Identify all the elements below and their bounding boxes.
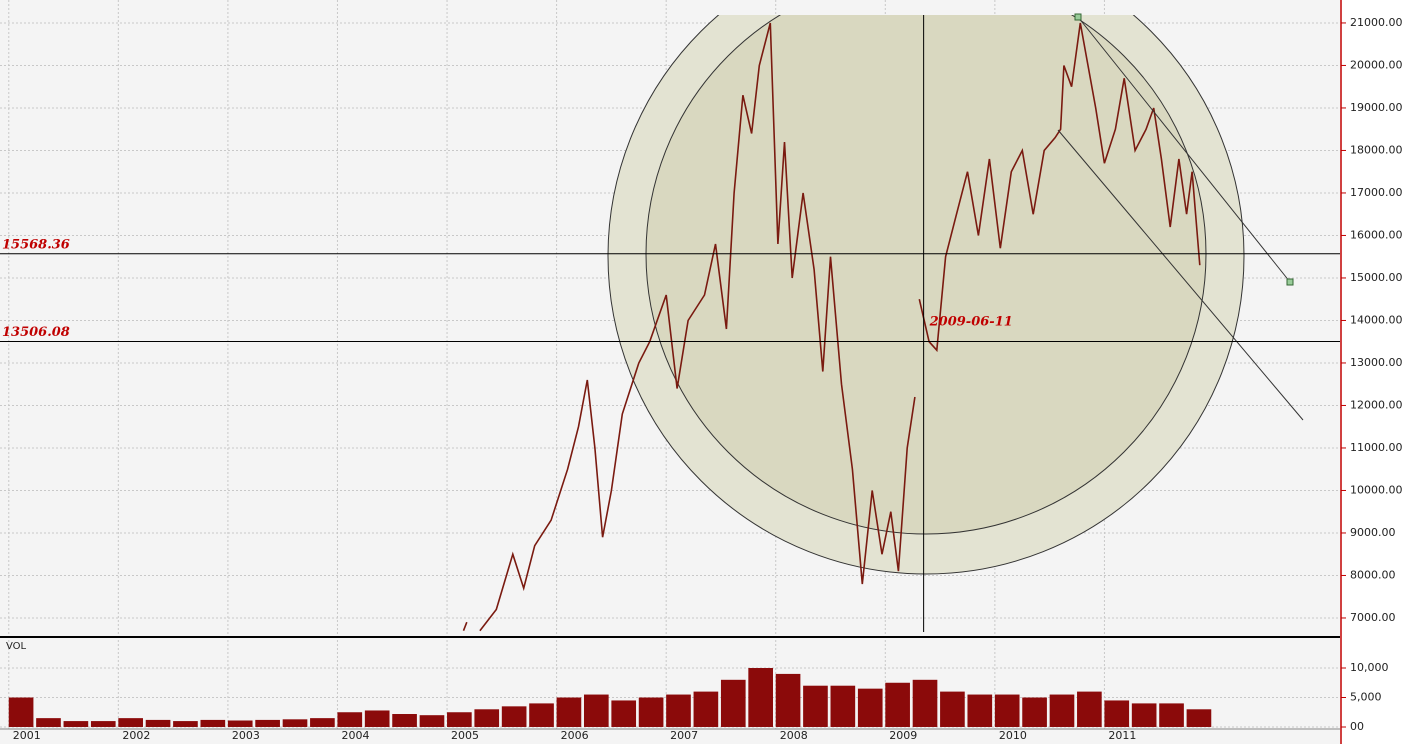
volume-bar (200, 719, 226, 727)
x-tick-label: 2002 (122, 729, 150, 742)
marks (8, 22, 1212, 727)
volume-bar (1159, 703, 1184, 727)
y-tick-label: 13000.00 (1350, 356, 1403, 369)
volume-bar (282, 719, 308, 727)
volume-bar (775, 673, 801, 727)
volume-bar (830, 685, 856, 727)
x-tick-label: 2008 (780, 729, 808, 742)
volume-bar (529, 703, 554, 727)
trend-line-parallel (1057, 129, 1304, 421)
volume-bar (419, 715, 445, 727)
y-tick-label: 10,000 (1350, 661, 1389, 674)
y-tick-label: 11000.00 (1350, 441, 1403, 454)
volume-bar (857, 688, 883, 727)
volume-bar (803, 685, 828, 727)
volume-bar (885, 682, 910, 727)
y-tick-label: 5,000 (1350, 691, 1382, 704)
y-tick-label: 16000.00 (1350, 228, 1403, 241)
volume-bar (1104, 700, 1130, 727)
volume-bar (501, 706, 527, 727)
volume-bar (994, 694, 1020, 727)
volume-bar (310, 718, 335, 727)
y-tick-label: 19000.00 (1350, 101, 1403, 114)
volume-bar (1186, 709, 1212, 727)
volume-bar (8, 697, 34, 727)
volume-bar (145, 719, 171, 727)
volume-bar (583, 694, 609, 727)
y-tick-label: 8000.00 (1350, 568, 1396, 581)
y-tick-label: 12000.00 (1350, 398, 1403, 411)
volume-bar (638, 697, 664, 727)
volume-bar (720, 679, 746, 727)
axis-background (1340, 0, 1408, 744)
price-line (462, 22, 1201, 632)
x-tick-label: 2003 (232, 729, 260, 742)
x-tick-label: 2001 (13, 729, 41, 742)
y-tick-label: 7000.00 (1350, 611, 1396, 624)
x-tick-label: 2007 (670, 729, 698, 742)
volume-bar (118, 718, 143, 727)
y-tick-label: 9000.00 (1350, 526, 1396, 539)
level-label: 15568.36 (2, 237, 70, 252)
volume-bar (693, 691, 719, 727)
trend-handle (1286, 278, 1294, 286)
volume-bar (36, 718, 61, 727)
volume-bar (90, 721, 116, 727)
volume-bar (392, 714, 417, 727)
trend-handle (1074, 13, 1082, 21)
volume-title: VOL (6, 641, 27, 652)
volume-bar (255, 719, 280, 727)
volume-bar (748, 668, 773, 727)
volume-bar (940, 691, 965, 727)
level-label: 13506.08 (2, 325, 70, 340)
volume-bar (967, 694, 993, 727)
volume-bar (611, 700, 637, 727)
y-tick-label: 14000.00 (1350, 313, 1403, 326)
volume-bar (1049, 694, 1075, 727)
trend-line (1077, 16, 1291, 283)
drawings (607, 15, 1245, 575)
y-tick-label: 15000.00 (1350, 271, 1403, 284)
y-tick-label: 17000.00 (1350, 186, 1403, 199)
volume-bar (474, 709, 500, 727)
y-tick-label: 00 (1350, 720, 1364, 733)
volume-bar (666, 694, 691, 727)
date-marker-label: 2009-06-11 (929, 315, 1013, 330)
volume-bar (337, 712, 363, 727)
volume-bar (63, 721, 89, 727)
volume-bar (556, 697, 582, 727)
volume-bar (1131, 703, 1157, 727)
volume-bar (447, 712, 472, 727)
x-tick-label: 2009 (889, 729, 917, 742)
volume-bar (1022, 697, 1047, 727)
x-tick-label: 2004 (341, 729, 369, 742)
volume-bar (173, 721, 198, 727)
y-tick-label: 20000.00 (1350, 58, 1403, 71)
y-tick-label: 21000.00 (1350, 16, 1403, 29)
x-tick-label: 2011 (1108, 729, 1136, 742)
x-tick-label: 2010 (999, 729, 1027, 742)
volume-bar (1077, 691, 1102, 727)
volume-bar (227, 720, 253, 727)
volume-bar (364, 710, 390, 727)
x-tick-label: 2005 (451, 729, 479, 742)
x-tick-label: 2006 (561, 729, 589, 742)
y-tick-label: 18000.00 (1350, 143, 1403, 156)
y-tick-label: 10000.00 (1350, 483, 1403, 496)
volume-bar (912, 679, 938, 727)
